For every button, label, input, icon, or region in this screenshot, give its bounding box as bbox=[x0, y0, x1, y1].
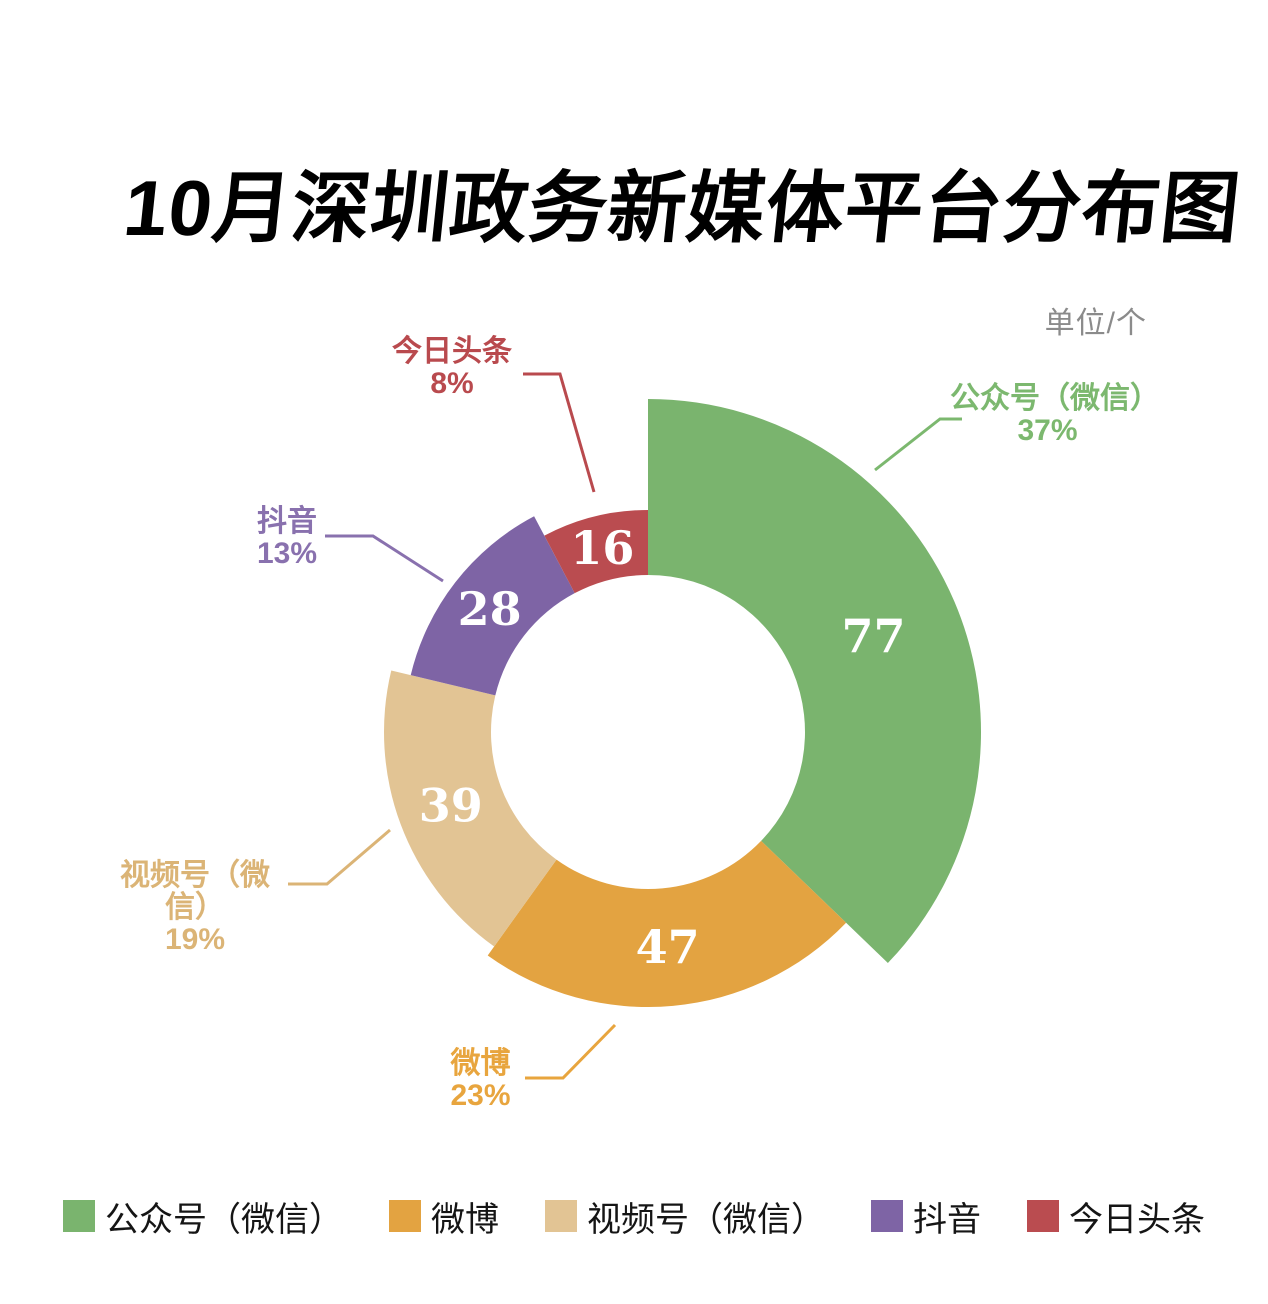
callout-name: 公众号（微信） bbox=[950, 382, 1160, 415]
callout-weibo: 微博 23% bbox=[428, 1048, 533, 1112]
legend-swatch-icon bbox=[545, 1200, 577, 1232]
callout-wechat-official-account: 公众号（微信） 37% bbox=[950, 382, 1160, 447]
slice-value-label-1: 47 bbox=[636, 920, 700, 974]
callout-percent: 23% bbox=[450, 1079, 511, 1112]
callout-name: 微博 bbox=[450, 1047, 511, 1080]
legend-item-label: 公众号（微信） bbox=[105, 1200, 343, 1239]
callout-percent: 37% bbox=[1017, 414, 1078, 447]
slice-value-label-4: 16 bbox=[570, 521, 634, 575]
legend-item-toutiao: 今日头条 bbox=[1027, 1192, 1205, 1241]
legend-swatch-icon bbox=[871, 1200, 903, 1232]
callout-name: 今日头条 bbox=[392, 335, 512, 368]
legend: 公众号（微信） 微博 视频号（微信） 抖音 今日头条 bbox=[0, 1196, 1268, 1239]
legend-item-wechat-official-account: 公众号（微信） bbox=[63, 1192, 343, 1241]
legend-swatch-icon bbox=[63, 1200, 95, 1232]
legend-item-label: 抖音 bbox=[913, 1200, 981, 1239]
pie-slice-0 bbox=[648, 399, 982, 963]
callout-percent: 13% bbox=[256, 537, 318, 570]
slice-value-label-0: 77 bbox=[841, 609, 905, 663]
leader-line-4 bbox=[523, 372, 596, 493]
legend-swatch-icon bbox=[389, 1200, 421, 1232]
slice-value-label-3: 28 bbox=[458, 582, 522, 636]
legend-item-label: 今日头条 bbox=[1069, 1200, 1205, 1239]
pie-slice-4 bbox=[544, 510, 648, 594]
legend-item-label: 微博 bbox=[431, 1200, 499, 1239]
leader-line-2 bbox=[288, 828, 391, 886]
callout-percent: 8% bbox=[430, 367, 474, 400]
callout-name: 抖音 bbox=[257, 505, 317, 538]
leader-line-1 bbox=[525, 1023, 617, 1080]
callout-name: 视频号（微信） bbox=[120, 859, 270, 924]
pie-slice-3 bbox=[410, 516, 575, 696]
unit-label: 单位/个 bbox=[1044, 307, 1147, 340]
legend-swatch-icon bbox=[1027, 1200, 1059, 1232]
slice-value-label-2: 39 bbox=[419, 778, 483, 832]
leader-line-0 bbox=[874, 417, 962, 472]
callout-douyin: 抖音 13% bbox=[237, 506, 337, 570]
legend-item-douyin: 抖音 bbox=[871, 1192, 981, 1241]
callout-wechat-video-account: 视频号（微信） 19% bbox=[100, 860, 290, 956]
legend-item-label: 视频号（微信） bbox=[587, 1200, 825, 1239]
callout-toutiao: 今日头条 8% bbox=[378, 336, 526, 400]
callout-percent: 19% bbox=[164, 923, 226, 956]
pie-slice-1 bbox=[487, 840, 847, 1008]
legend-item-wechat-video-account: 视频号（微信） bbox=[545, 1192, 825, 1241]
legend-item-weibo: 微博 bbox=[389, 1192, 499, 1241]
leader-line-3 bbox=[325, 534, 444, 583]
pie-slice-2 bbox=[383, 670, 557, 947]
